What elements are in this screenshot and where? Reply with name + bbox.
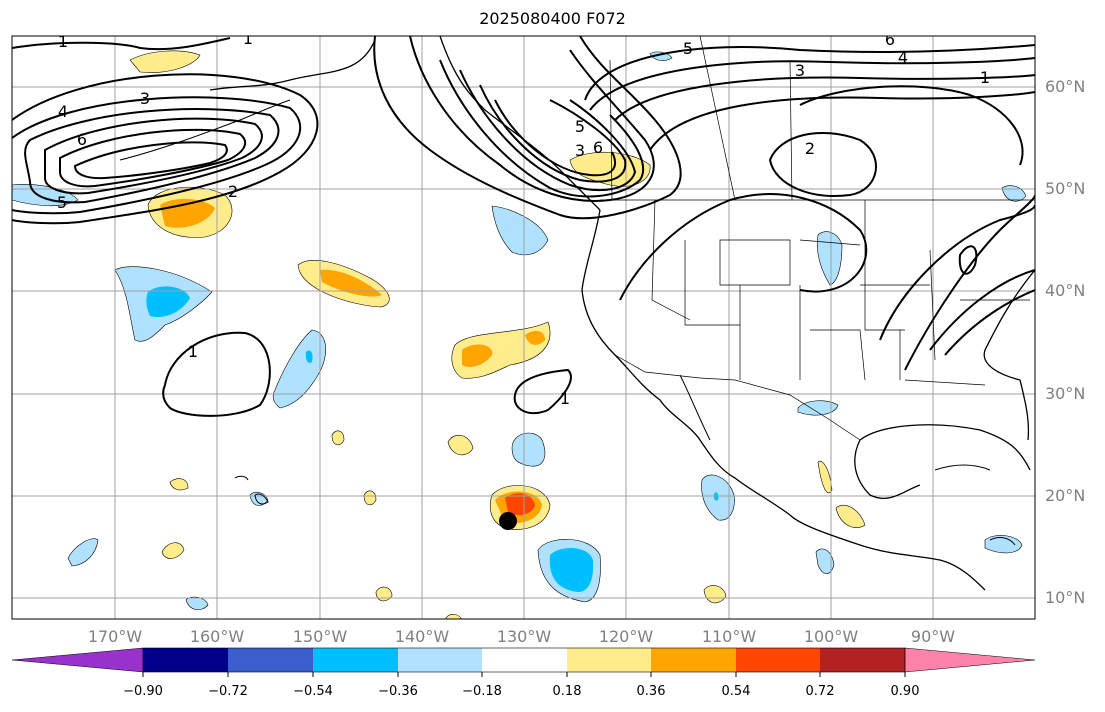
colorbar-tick-label: 0.90 [890,684,920,699]
political-borders [600,36,1035,441]
lon-label: 160°W [189,627,245,646]
colorbar [11,647,1036,677]
contour-label: 6 [885,30,895,49]
positive-anomaly-shading [129,50,866,619]
colorbar-tick-label: −0.18 [462,684,502,699]
lon-label: 90°W [910,627,956,646]
colorbar-segment [482,648,567,672]
colorbar-tick-label: −0.72 [208,684,248,699]
map-frame [11,35,1036,620]
contour-label: 3 [795,61,805,80]
contour-label-group: 1 1 3 4 6 5 2 5 3 6 5 3 6 4 1 2 1 1 [57,29,990,408]
contour-label: 4 [58,102,68,121]
map-area: 1 1 3 4 6 5 2 5 3 6 5 3 6 4 1 2 1 1 [12,29,1035,619]
lat-label: 60°N [1045,77,1086,96]
contour-label: 2 [228,182,238,201]
contour-label: 3 [575,141,585,160]
contour-lines [12,36,1035,417]
negative-anomaly-shading [12,51,1027,610]
colorbar-segment [398,648,482,672]
colorbar-segment [313,648,398,672]
lon-label: 120°W [598,627,654,646]
contour-label: 5 [575,117,585,136]
contour-label: 5 [57,193,67,212]
contour-label: 1 [560,389,570,408]
colorbar-segment [228,648,313,672]
lon-label: 100°W [803,627,859,646]
colorbar-tick-label: −0.36 [378,684,418,699]
lat-label: 20°N [1045,486,1086,505]
lat-label: 10°N [1045,588,1086,607]
contour-label: 5 [683,39,693,58]
contour-label: 4 [898,48,908,67]
colorbar-segment [651,648,736,672]
colorbar-segment [820,648,905,672]
colorbar-over-arrow [904,647,1036,673]
colorbar-tick-label: 0.72 [805,684,835,699]
lon-label: 110°W [701,627,757,646]
contour-label: 1 [243,29,253,48]
colorbar-tick-label: 0.36 [636,684,666,699]
contour-label: 6 [77,130,87,149]
contour-label: 2 [805,139,815,158]
contour-label: 1 [58,32,68,51]
contour-label: 1 [980,68,990,87]
contour-label: 1 [188,342,198,361]
map-title: 2025080400 F072 [479,9,626,28]
colorbar-segment [736,648,820,672]
storm-position-marker [499,512,517,530]
colorbar-under-arrow [11,647,144,673]
colorbar-segment [143,648,228,672]
colorbar-tick-label: −0.54 [293,684,333,699]
colorbar-tick-label: 0.18 [552,684,582,699]
lon-label: 130°W [496,627,552,646]
contour-label: 3 [140,89,150,108]
contour-label: 6 [593,138,603,157]
lon-label: 150°W [292,627,348,646]
lat-label: 50°N [1045,179,1086,198]
colorbar-tick-label: 0.54 [721,684,751,699]
lat-label: 30°N [1045,384,1086,403]
lon-label: 140°W [394,627,450,646]
colorbar-segment [567,648,651,672]
lat-label: 40°N [1045,281,1086,300]
lon-label: 170°W [87,627,143,646]
colorbar-tick-label: −0.90 [123,684,163,699]
